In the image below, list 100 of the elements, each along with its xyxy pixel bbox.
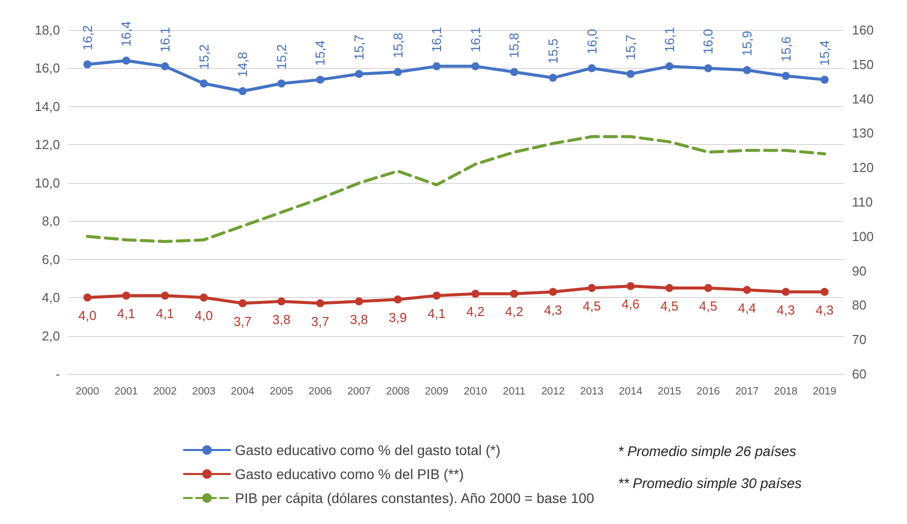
- y2-tick-label: 160: [852, 22, 874, 38]
- point: [820, 76, 829, 84]
- point: [549, 288, 557, 296]
- data-label: 3,9: [388, 310, 407, 325]
- point: [122, 292, 130, 300]
- data-label: 16,0: [584, 28, 600, 54]
- point: [782, 72, 790, 80]
- point: [471, 62, 480, 70]
- data-label: 16,4: [118, 21, 134, 47]
- data-label: 4,5: [660, 298, 678, 314]
- data-label: 4,4: [738, 300, 756, 316]
- y-tick-label: 8,0: [42, 214, 60, 229]
- x-tick-label: 2015: [658, 386, 682, 398]
- y2-tick-label: 110: [852, 194, 873, 210]
- x-tick-label: 2018: [774, 386, 798, 398]
- data-label: 16,0: [700, 28, 716, 54]
- point: [588, 64, 596, 72]
- point: [200, 294, 208, 302]
- x-tick-label: 2005: [270, 386, 294, 398]
- x-tick-label: 2009: [424, 386, 448, 398]
- x-tick-label: 2006: [308, 386, 332, 398]
- y-tick-label: 10,0: [34, 175, 60, 190]
- point: [588, 284, 596, 292]
- x-tick-label: 2019: [812, 386, 836, 398]
- point: [355, 297, 363, 306]
- x-tick-label: 2004: [230, 386, 254, 398]
- data-label: 15,2: [196, 44, 212, 70]
- data-label: 15,7: [623, 34, 638, 60]
- point: [626, 70, 635, 78]
- data-label: 3,7: [234, 314, 252, 329]
- line-series: [86, 135, 826, 244]
- y-tick-label: 4,0: [42, 290, 60, 306]
- point: [665, 62, 674, 70]
- x-tick-label: 2011: [502, 386, 526, 398]
- text: ** Promedio simple 30 países: [618, 475, 802, 491]
- data-label: 4,6: [622, 296, 640, 312]
- y2-tick-label: 130: [852, 126, 874, 141]
- y2-tick-label: 100: [852, 228, 874, 244]
- data-label: 4,1: [117, 306, 136, 322]
- legend-label: Gasto educativo como % del gasto total (*): [235, 442, 500, 458]
- point: [316, 299, 324, 308]
- data-label: 3,8: [272, 312, 290, 327]
- x-tick-label: 2002: [153, 386, 177, 398]
- data-label: 4,2: [505, 304, 524, 320]
- x-tick-label: 2010: [464, 386, 488, 398]
- x-tick-label: 2008: [386, 386, 410, 398]
- point: [432, 62, 441, 70]
- point: [432, 292, 441, 300]
- y2-tick-label: 140: [852, 91, 874, 106]
- point: [510, 290, 518, 298]
- x-tick-label: 2001: [114, 386, 138, 398]
- point: [743, 66, 751, 74]
- x-tick-label: 2012: [541, 386, 565, 398]
- data-label: 15,2: [274, 44, 289, 70]
- data-label: 4,0: [194, 308, 213, 324]
- data-label: 16,2: [80, 25, 95, 50]
- point: [626, 282, 635, 290]
- x-tick-label: 2007: [347, 386, 371, 398]
- y-tick-label: 6,0: [42, 252, 60, 267]
- point: [355, 70, 363, 78]
- y2-tick-label: 80: [852, 298, 866, 313]
- point: [665, 284, 674, 292]
- point: [510, 68, 518, 76]
- text: * Promedio simple 26 países: [618, 443, 796, 459]
- point: [277, 80, 286, 88]
- x-tick-label: 2000: [76, 386, 100, 398]
- data-label: 16,1: [468, 27, 483, 52]
- legend-label: PIB per cápita (dólares constantes). Año 2000 = base 100: [235, 490, 594, 506]
- data-label: 15,7: [352, 34, 366, 60]
- point: [704, 284, 712, 292]
- data-label: 16,1: [662, 27, 677, 52]
- data-label: 16,1: [158, 27, 172, 52]
- y-tick-label: 2,0: [42, 328, 60, 344]
- data-label: 4,0: [78, 308, 96, 324]
- data-label: 15,6: [778, 36, 794, 62]
- point: [122, 56, 130, 65]
- data-label: 15,8: [506, 32, 522, 58]
- point: [549, 74, 557, 82]
- data-label: 15,4: [312, 40, 328, 66]
- data-label: 14,8: [235, 52, 250, 78]
- point: [743, 286, 751, 294]
- point: [704, 64, 712, 72]
- point: [200, 80, 208, 88]
- point: [316, 76, 324, 84]
- x-tick-label: 2013: [580, 386, 604, 398]
- y-tick-label: -: [56, 366, 60, 382]
- data-label: 3,8: [350, 312, 368, 327]
- legend-label: Gasto educativo como % del PIB (**): [235, 466, 464, 482]
- point: [394, 68, 402, 76]
- data-label: 15,8: [390, 32, 406, 58]
- point: [471, 290, 480, 298]
- y-tick-label: 12,0: [34, 137, 60, 152]
- y2-tick-label: 90: [852, 263, 866, 278]
- data-label: 4,5: [699, 298, 718, 314]
- point: [161, 62, 169, 70]
- y-tick-label: 14,0: [34, 98, 60, 114]
- data-label: 4,5: [582, 298, 601, 314]
- x-tick-label: 2003: [192, 386, 216, 398]
- y2-tick-label: 60: [852, 366, 866, 382]
- y-tick-label: 16,0: [34, 60, 60, 76]
